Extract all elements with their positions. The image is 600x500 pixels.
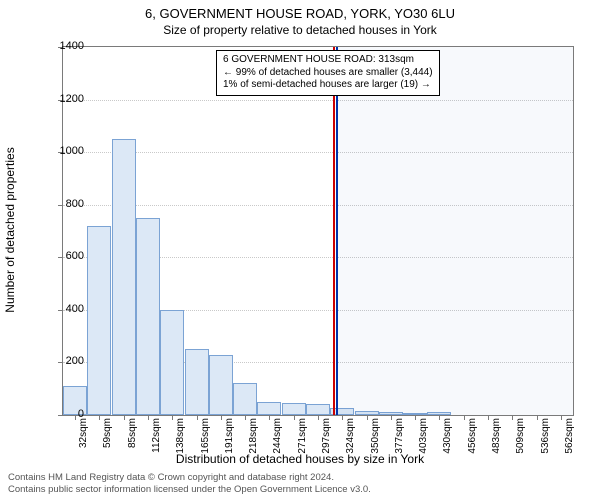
histogram-bar <box>209 355 233 415</box>
xtick-label: 59sqm <box>102 418 113 448</box>
xtick-label: 85sqm <box>127 418 138 448</box>
chart-subtitle: Size of property relative to detached ho… <box>0 21 600 37</box>
xtick-label: 165sqm <box>200 418 211 454</box>
xtick-label: 191sqm <box>224 418 235 454</box>
histogram-bar <box>185 349 209 415</box>
histogram-bar <box>160 310 184 415</box>
xtick-label: 536sqm <box>540 418 551 454</box>
histogram-bar <box>282 403 306 415</box>
xtick-mark <box>512 415 513 420</box>
xtick-label: 324sqm <box>345 418 356 454</box>
ytick-label: 1400 <box>44 40 84 52</box>
xtick-label: 271sqm <box>297 418 308 454</box>
ytick-label: 200 <box>44 355 84 367</box>
xtick-mark <box>294 415 295 420</box>
x-axis-label: Distribution of detached houses by size … <box>0 452 600 466</box>
ytick-label: 1200 <box>44 93 84 105</box>
histogram-bar <box>257 402 281 415</box>
xtick-label: 403sqm <box>418 418 429 454</box>
xtick-mark <box>488 415 489 420</box>
xtick-mark <box>172 415 173 420</box>
histogram-bar <box>136 218 160 415</box>
xtick-mark <box>537 415 538 420</box>
xtick-label: 244sqm <box>272 418 283 454</box>
histogram-bar <box>306 404 330 415</box>
xtick-mark <box>124 415 125 420</box>
ytick-label: 600 <box>44 250 84 262</box>
shade-region <box>336 47 573 415</box>
credits-line2: Contains public sector information licen… <box>8 484 371 496</box>
y-axis-label: Number of detached properties <box>3 147 17 312</box>
xtick-mark <box>561 415 562 420</box>
ytick-label: 400 <box>44 303 84 315</box>
marker-line <box>336 47 338 415</box>
xtick-mark <box>269 415 270 420</box>
xtick-mark <box>245 415 246 420</box>
xtick-mark <box>439 415 440 420</box>
xtick-label: 377sqm <box>394 418 405 454</box>
annotation-line: 1% of semi-detached houses are larger (1… <box>223 79 433 92</box>
xtick-label: 32sqm <box>78 418 89 448</box>
xtick-mark <box>367 415 368 420</box>
xtick-mark <box>197 415 198 420</box>
xtick-mark <box>342 415 343 420</box>
xtick-label: 483sqm <box>491 418 502 454</box>
histogram-bar <box>112 139 136 415</box>
xtick-label: 456sqm <box>467 418 478 454</box>
xtick-label: 138sqm <box>175 418 186 454</box>
ytick-label: 1000 <box>44 145 84 157</box>
ytick-label: 800 <box>44 198 84 210</box>
annotation-line: ← 99% of detached houses are smaller (3,… <box>223 67 433 80</box>
xtick-mark <box>464 415 465 420</box>
xtick-label: 112sqm <box>151 418 162 453</box>
xtick-mark <box>221 415 222 420</box>
xtick-label: 350sqm <box>370 418 381 454</box>
histogram-bar <box>87 226 111 415</box>
xtick-mark <box>391 415 392 420</box>
xtick-mark <box>318 415 319 420</box>
xtick-label: 562sqm <box>564 418 575 454</box>
xtick-label: 218sqm <box>248 418 259 454</box>
xtick-label: 297sqm <box>321 418 332 454</box>
xtick-mark <box>415 415 416 420</box>
histogram-bar <box>233 383 257 415</box>
annotation-box: 6 GOVERNMENT HOUSE ROAD: 313sqm← 99% of … <box>216 50 440 96</box>
xtick-mark <box>99 415 100 420</box>
chart-container: 6, GOVERNMENT HOUSE ROAD, YORK, YO30 6LU… <box>0 0 600 500</box>
xtick-label: 509sqm <box>515 418 526 454</box>
xtick-label: 430sqm <box>442 418 453 454</box>
plot-area: 6 GOVERNMENT HOUSE ROAD: 313sqm← 99% of … <box>62 46 574 416</box>
credits: Contains HM Land Registry data © Crown c… <box>8 472 371 496</box>
credits-line1: Contains HM Land Registry data © Crown c… <box>8 472 371 484</box>
chart-title: 6, GOVERNMENT HOUSE ROAD, YORK, YO30 6LU <box>0 0 600 21</box>
annotation-line: 6 GOVERNMENT HOUSE ROAD: 313sqm <box>223 54 433 67</box>
xtick-mark <box>148 415 149 420</box>
